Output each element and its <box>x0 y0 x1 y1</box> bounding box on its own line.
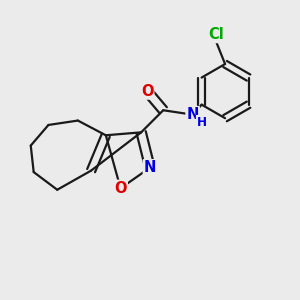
Text: Cl: Cl <box>208 27 224 42</box>
Text: N: N <box>187 107 199 122</box>
Text: O: O <box>141 84 153 99</box>
Text: N: N <box>144 160 156 175</box>
Text: O: O <box>114 181 127 196</box>
Text: H: H <box>196 116 206 128</box>
